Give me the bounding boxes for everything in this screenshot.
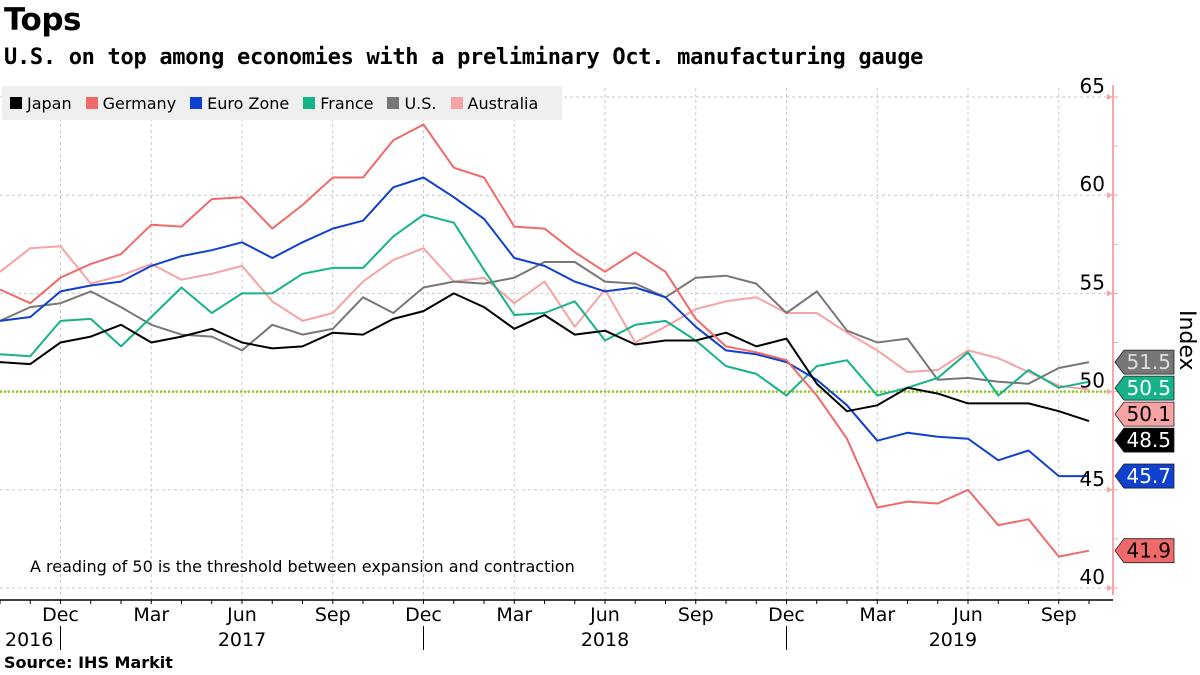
legend-label: Germany <box>102 93 177 113</box>
legend-label: U.S. <box>404 93 437 113</box>
last-value-label: 41.9 <box>1126 539 1171 563</box>
legend-label: France <box>320 93 374 113</box>
threshold-annotation: A reading of 50 is the threshold between… <box>30 557 575 576</box>
series-line-euro-zone <box>0 176 1089 478</box>
x-tick-label: Mar <box>496 604 532 626</box>
legend-swatch <box>450 97 463 109</box>
legend-swatch <box>387 97 400 109</box>
x-tick-label: Dec <box>768 604 805 626</box>
x-tick-label: Sep <box>315 604 351 626</box>
legend-swatch <box>303 97 316 109</box>
last-value-tag <box>1114 463 1175 489</box>
legend: Japan Germany Euro Zone France U.S. Aust… <box>2 86 562 120</box>
y-tick-label: 65 <box>1080 74 1105 98</box>
x-tick-label: Jun <box>952 604 983 626</box>
series-line-japan <box>0 292 1090 423</box>
chart-subtitle: U.S. on top among economies with a preli… <box>4 45 924 70</box>
series-line-u-s <box>0 261 1090 385</box>
y-axis-tick-marker <box>1107 192 1113 199</box>
y-tick-label: 45 <box>1080 467 1105 491</box>
x-tick-label: Jun <box>226 604 257 626</box>
x-tick-label: Sep <box>678 604 714 626</box>
x-year-label: 2018 <box>581 629 629 651</box>
series-line-germany <box>0 123 1090 558</box>
legend-swatch <box>85 97 98 109</box>
x-tick-label: Jun <box>589 604 620 626</box>
legend-item-france: France <box>303 94 373 113</box>
legend-swatch <box>190 97 203 109</box>
last-value-label: 51.5 <box>1126 350 1171 374</box>
last-value-tag <box>1114 427 1175 453</box>
y-axis-tick-marker <box>1107 388 1113 395</box>
x-year-label: 2016 <box>5 629 53 651</box>
y-axis-tick-marker <box>1107 585 1113 591</box>
series-line-france <box>0 213 1090 397</box>
y-tick-label: 50 <box>1080 369 1105 393</box>
source-note: Source: IHS Markit <box>4 653 173 672</box>
x-tick-label: Mar <box>859 604 895 626</box>
x-tick-label: Sep <box>1041 604 1077 626</box>
last-value-tag <box>1114 401 1175 427</box>
series-line-australia <box>0 245 1090 391</box>
y-axis-tick-marker <box>1107 290 1113 297</box>
legend-label: Japan <box>27 93 72 113</box>
legend-item-us: U.S. <box>387 93 437 113</box>
last-value-tag <box>1114 349 1175 375</box>
y-axis-tick-marker <box>1107 486 1113 493</box>
last-value-label: 50.5 <box>1126 376 1171 400</box>
y-tick-label: 60 <box>1080 172 1105 196</box>
x-year-label: 2019 <box>929 629 977 651</box>
legend-item-japan: Japan <box>10 94 72 113</box>
x-tick-label: Dec <box>405 604 442 626</box>
last-value-label: 50.1 <box>1126 402 1171 426</box>
y-axis-label: Index <box>1174 310 1199 371</box>
y-tick-label: 55 <box>1080 270 1105 294</box>
chart-title: Tops <box>4 2 81 38</box>
y-axis-tick-marker <box>1107 94 1113 100</box>
legend-item-australia: Australia <box>450 93 539 113</box>
x-tick-label: Dec <box>42 604 79 626</box>
x-year-label: 2017 <box>218 629 266 651</box>
legend-label: Euro Zone <box>207 93 290 113</box>
legend-label: Australia <box>467 93 539 113</box>
x-tick-label: Mar <box>133 604 169 626</box>
last-value-tag <box>1114 375 1175 401</box>
last-value-label: 48.5 <box>1126 428 1171 452</box>
legend-swatch <box>10 97 22 109</box>
legend-item-euro-zone: Euro Zone <box>190 94 289 113</box>
last-value-label: 45.7 <box>1126 464 1171 488</box>
y-tick-label: 40 <box>1080 565 1105 589</box>
last-value-tag <box>1114 538 1175 564</box>
legend-item-germany: Germany <box>85 93 177 113</box>
